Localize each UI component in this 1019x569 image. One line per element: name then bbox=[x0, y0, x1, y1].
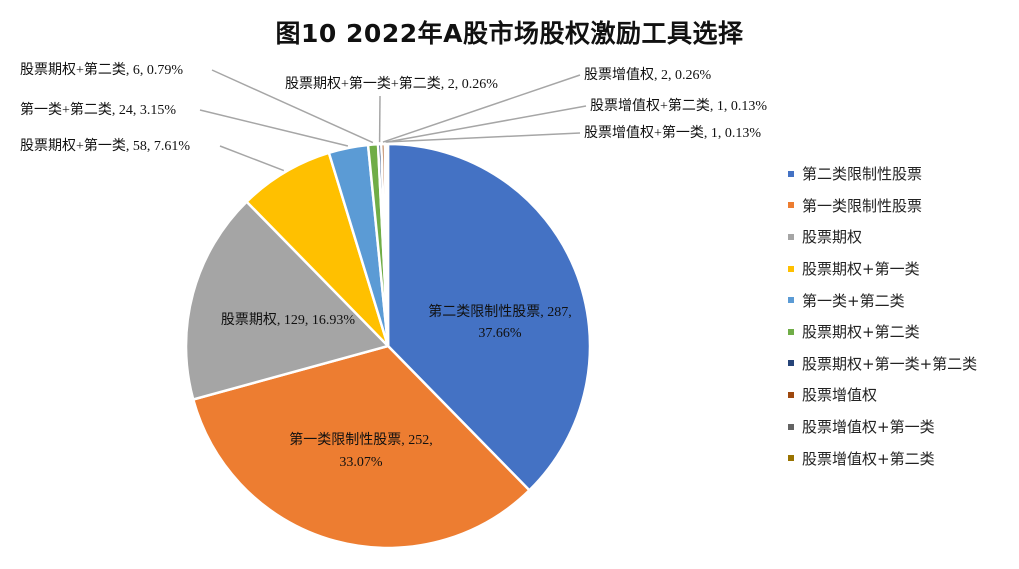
legend-label-6: 股票期权+第一类+第二类 bbox=[802, 354, 978, 373]
pie-slice-3 bbox=[244, 151, 390, 347]
legend-label-4: 第一类+第二类 bbox=[802, 291, 905, 310]
legend-label-5: 股票期权+第二类 bbox=[802, 323, 920, 342]
legend-swatch-4 bbox=[788, 297, 794, 304]
pie-slice-0 bbox=[386, 142, 592, 493]
leader-line-9 bbox=[382, 74, 581, 143]
data-label-5: 股票期权+第一类, 58, 7.61% bbox=[20, 137, 190, 154]
legend-label-7: 股票增值权 bbox=[802, 386, 878, 405]
chart-title: 图10 2022年A股市场股权激励工具选择 bbox=[275, 19, 744, 48]
leader-line-6 bbox=[199, 109, 349, 147]
legend-swatch-0 bbox=[788, 170, 794, 177]
data-label-8: 股票期权+第一类+第二类, 2, 0.26% bbox=[285, 75, 498, 92]
legend-swatch-8 bbox=[788, 423, 794, 430]
pie-slices bbox=[184, 142, 592, 550]
pie-slice-2 bbox=[184, 199, 391, 402]
legend-item-8: 股票增值权+第一类 bbox=[788, 411, 1018, 443]
legend-label-3: 股票期权+第一类 bbox=[802, 260, 920, 279]
legend-label-0: 第二类限制性股票 bbox=[802, 165, 923, 184]
legend-item-1: 第一类限制性股票 bbox=[788, 190, 1018, 222]
legend-item-7: 股票增值权 bbox=[788, 379, 1018, 411]
data-label-7: 股票期权+第二类, 6, 0.79% bbox=[20, 61, 183, 78]
legend-item-5: 股票期权+第二类 bbox=[788, 316, 1018, 348]
legend-swatch-1 bbox=[788, 202, 794, 209]
data-label-3: 33.07% bbox=[339, 455, 383, 470]
data-label-0: 第二类限制性股票, 287, bbox=[428, 303, 572, 320]
pie-slice-1 bbox=[191, 344, 532, 550]
data-labels: 第二类限制性股票, 287, 37.66% 第一类限制性股票, 252, 33.07%… bbox=[20, 61, 767, 470]
legend-label-2: 股票期权 bbox=[802, 228, 863, 247]
legend-swatch-2 bbox=[788, 233, 794, 240]
data-label-2: 第一类限制性股票, 252, bbox=[289, 431, 433, 448]
leader-line-10 bbox=[387, 105, 587, 143]
legend: 第二类限制性股票 第一类限制性股票 股票期权 股票期权+第一类 第一类+第二类 股票期权+… bbox=[788, 158, 1018, 474]
pie-slice-9 bbox=[385, 142, 390, 347]
data-label-11: 股票增值权+第一类, 1, 0.13% bbox=[584, 124, 761, 141]
leader-line-5 bbox=[219, 145, 285, 172]
data-label-6: 第一类+第二类, 24, 3.15% bbox=[20, 101, 176, 118]
data-label-10: 股票增值权+第二类, 1, 0.13% bbox=[590, 97, 767, 114]
leader-line-11 bbox=[385, 132, 581, 143]
legend-item-6: 股票期权+第一类+第二类 bbox=[788, 348, 1018, 380]
data-label-1: 37.66% bbox=[478, 326, 522, 341]
legend-item-4: 第一类+第二类 bbox=[788, 284, 1018, 316]
legend-label-9: 股票增值权+第二类 bbox=[802, 449, 935, 468]
legend-item-9: 股票增值权+第二类 bbox=[788, 442, 1018, 474]
legend-swatch-9 bbox=[788, 455, 794, 462]
legend-item-2: 股票期权 bbox=[788, 221, 1018, 253]
leader-line-7 bbox=[211, 69, 374, 144]
legend-label-1: 第一类限制性股票 bbox=[802, 196, 923, 215]
data-label-9: 股票增值权, 2, 0.26% bbox=[584, 67, 711, 83]
leader-lines bbox=[199, 69, 587, 172]
legend-swatch-3 bbox=[788, 265, 794, 272]
legend-label-8: 股票增值权+第一类 bbox=[802, 418, 935, 437]
legend-item-0: 第二类限制性股票 bbox=[788, 158, 1018, 190]
data-label-4: 股票期权, 129, 16.93% bbox=[221, 312, 355, 328]
legend-item-3: 股票期权+第一类 bbox=[788, 253, 1018, 285]
legend-swatch-6 bbox=[788, 360, 794, 367]
legend-swatch-7 bbox=[788, 391, 794, 398]
legend-swatch-5 bbox=[788, 328, 794, 335]
